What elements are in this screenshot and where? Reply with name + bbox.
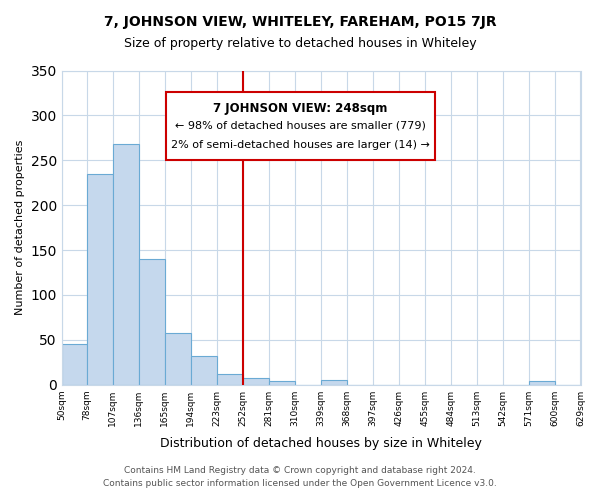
Bar	[529, 381, 554, 384]
Text: 7, JOHNSON VIEW, WHITELEY, FAREHAM, PO15 7JR: 7, JOHNSON VIEW, WHITELEY, FAREHAM, PO15…	[104, 15, 496, 29]
X-axis label: Distribution of detached houses by size in Whiteley: Distribution of detached houses by size …	[160, 437, 482, 450]
Text: Size of property relative to detached houses in Whiteley: Size of property relative to detached ho…	[124, 38, 476, 51]
Y-axis label: Number of detached properties: Number of detached properties	[15, 140, 25, 316]
Bar	[139, 259, 165, 384]
Text: 7 JOHNSON VIEW: 248sqm: 7 JOHNSON VIEW: 248sqm	[213, 102, 388, 115]
Bar	[191, 356, 217, 384]
Bar	[113, 144, 139, 384]
Bar	[165, 334, 191, 384]
Bar	[243, 378, 269, 384]
FancyBboxPatch shape	[166, 92, 435, 160]
Text: ← 98% of detached houses are smaller (779): ← 98% of detached houses are smaller (77…	[175, 121, 426, 131]
Text: Contains HM Land Registry data © Crown copyright and database right 2024.
Contai: Contains HM Land Registry data © Crown c…	[103, 466, 497, 487]
Bar	[217, 374, 243, 384]
Bar	[62, 344, 87, 385]
Text: 2% of semi-detached houses are larger (14) →: 2% of semi-detached houses are larger (1…	[171, 140, 430, 149]
Bar	[87, 174, 113, 384]
Bar	[269, 381, 295, 384]
Bar	[320, 380, 347, 384]
